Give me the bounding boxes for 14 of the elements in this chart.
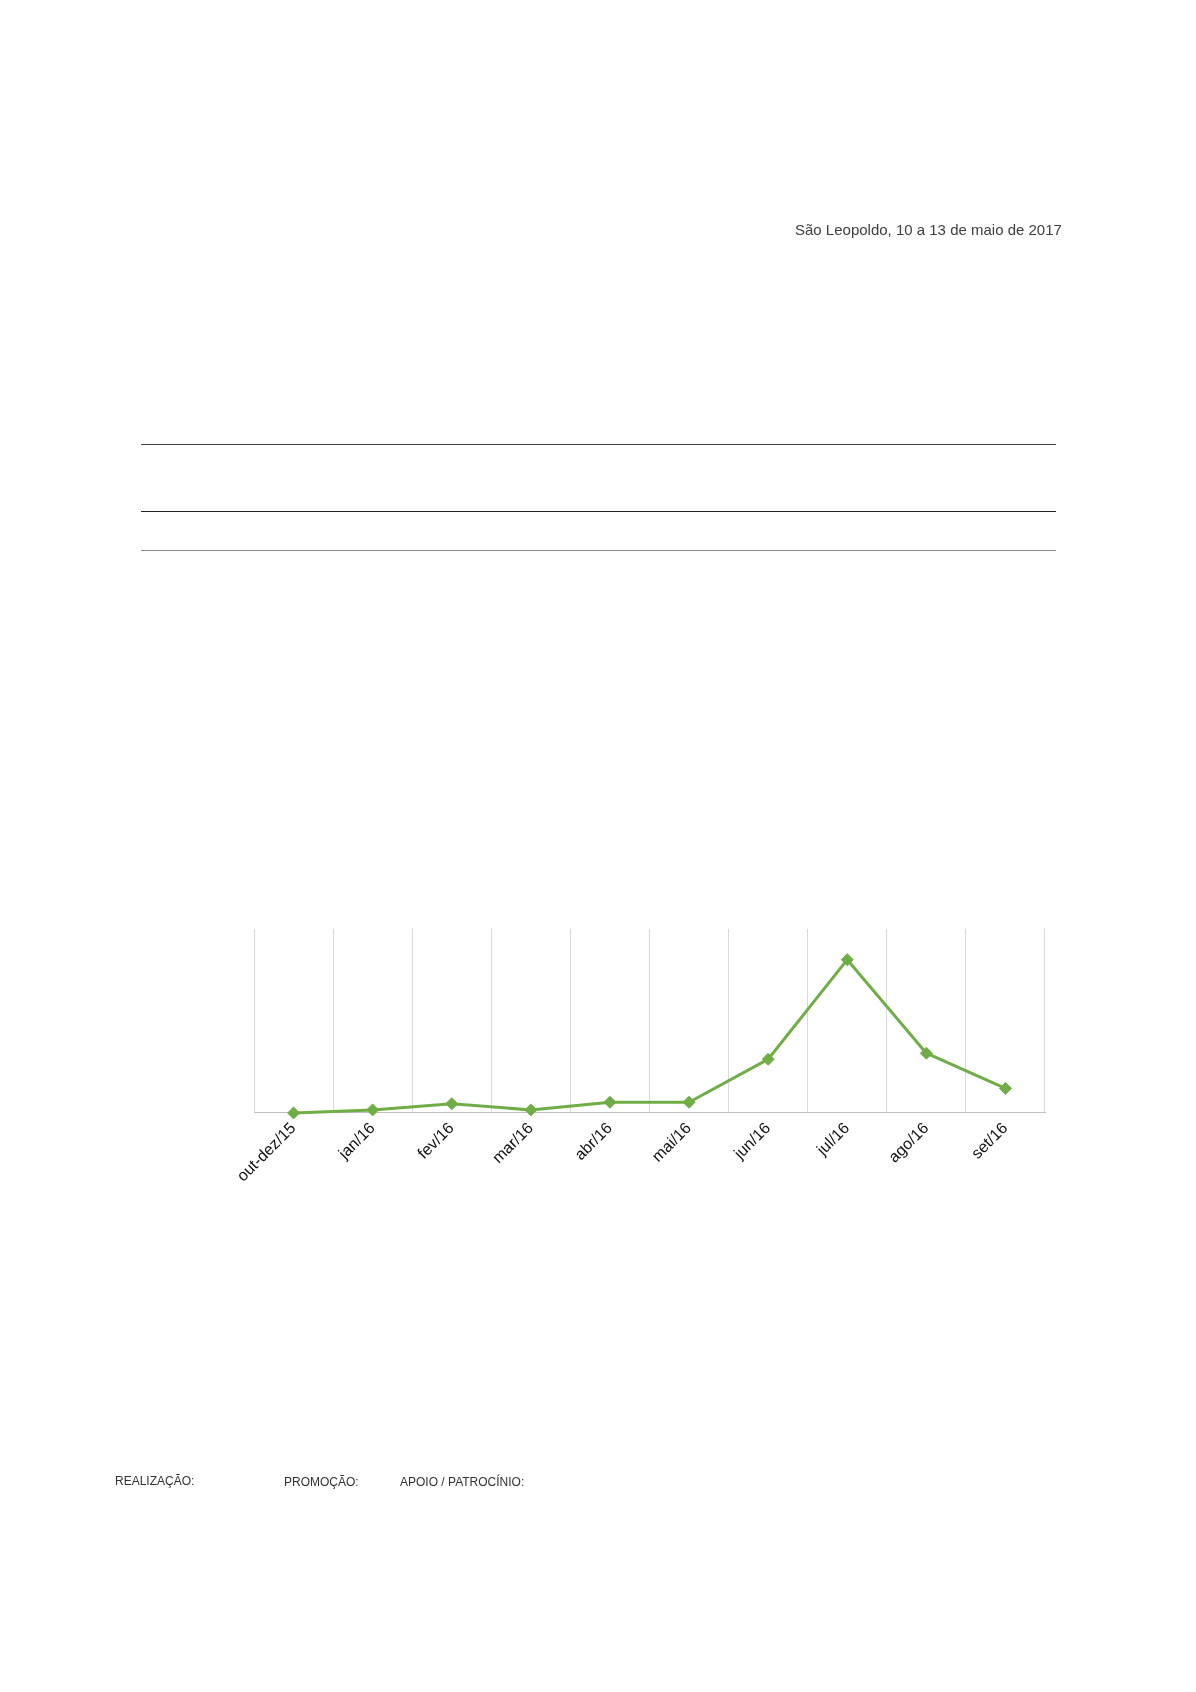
- point: [998, 1081, 1012, 1095]
- point: [445, 1097, 459, 1111]
- text: São Leopoldo, 10 a 13 de maio de 2017: [795, 221, 1062, 239]
- point: [524, 1103, 538, 1117]
- point: [287, 1106, 301, 1120]
- text: REALIZAÇÃO:: [115, 1474, 195, 1489]
- point: [603, 1095, 617, 1109]
- point: [840, 953, 854, 967]
- text: APOIO / PATROCÍNIO:: [400, 1475, 525, 1490]
- point: [919, 1046, 933, 1060]
- point: [761, 1052, 775, 1066]
- point: [682, 1095, 696, 1109]
- point: [366, 1103, 380, 1117]
- text: PROMOÇÃO:: [284, 1475, 359, 1490]
